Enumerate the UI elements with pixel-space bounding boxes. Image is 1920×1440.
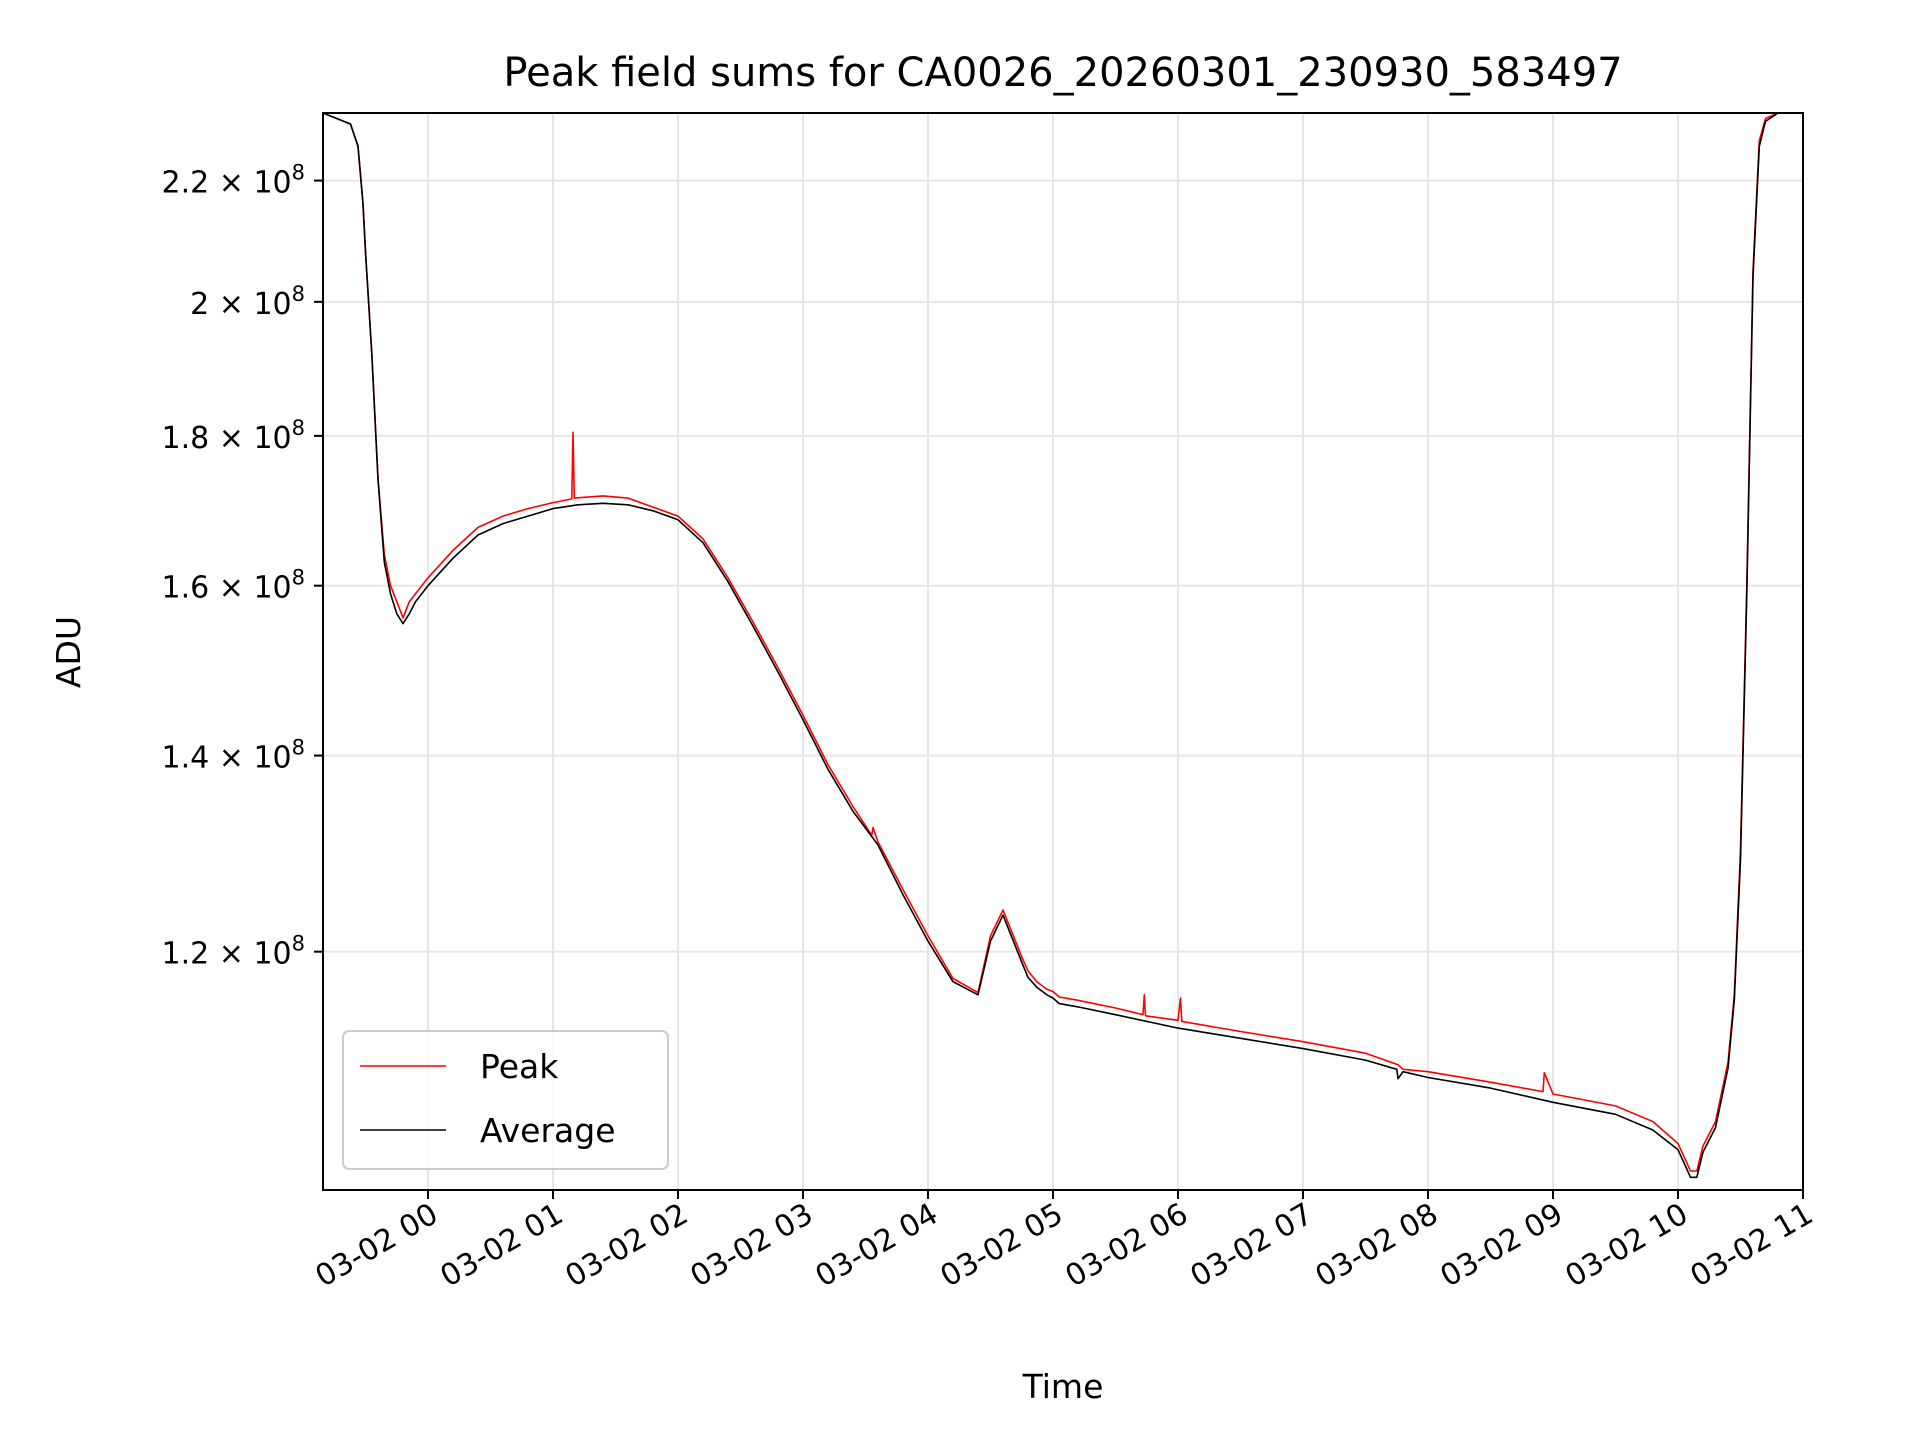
x-tick-label: 03-02 09 bbox=[1435, 1197, 1569, 1295]
y-tick-label: 1.4 × 108 bbox=[162, 736, 306, 776]
y-axis-label: ADU bbox=[49, 616, 88, 688]
y-tick-label: 1.6 × 108 bbox=[162, 566, 306, 606]
legend-label-average: Average bbox=[480, 1111, 616, 1150]
x-axis-label: Time bbox=[1022, 1367, 1104, 1406]
y-tick-label: 2 × 108 bbox=[190, 282, 305, 322]
legend: Peak Average bbox=[342, 1030, 669, 1170]
series-lines bbox=[323, 113, 1803, 1179]
x-tick-label: 03-02 03 bbox=[685, 1197, 819, 1295]
x-tick-label: 03-02 10 bbox=[1560, 1197, 1694, 1295]
x-tick-label: 03-02 11 bbox=[1685, 1197, 1819, 1295]
x-tick-label: 03-02 07 bbox=[1185, 1197, 1319, 1295]
x-tick-label: 03-02 08 bbox=[1310, 1197, 1444, 1295]
series-line-peak bbox=[323, 113, 1803, 1172]
plot-frame bbox=[322, 112, 1804, 1191]
y-tick-label: 1.2 × 108 bbox=[162, 932, 306, 972]
y-tick-label: 2.2 × 108 bbox=[162, 161, 306, 201]
chart-title: Peak field sums for CA0026_20260301_2309… bbox=[503, 50, 1622, 96]
x-tick-label: 03-02 02 bbox=[560, 1197, 694, 1295]
legend-label-peak: Peak bbox=[480, 1047, 559, 1086]
x-tick-label: 03-02 05 bbox=[935, 1197, 1069, 1295]
x-tick-label: 03-02 06 bbox=[1060, 1197, 1194, 1295]
x-tick-label: 03-02 04 bbox=[810, 1197, 944, 1295]
grid-lines bbox=[323, 113, 1804, 1190]
series-line-average bbox=[323, 113, 1803, 1179]
y-tick-label: 1.8 × 108 bbox=[162, 416, 306, 456]
x-tick-label: 03-02 00 bbox=[310, 1197, 444, 1295]
x-tick-label: 03-02 01 bbox=[435, 1197, 569, 1295]
y-axis-ticks: 1.2 × 108 1.4 × 108 1.6 × 108 1.8 × 108 2 × … bbox=[162, 161, 323, 972]
